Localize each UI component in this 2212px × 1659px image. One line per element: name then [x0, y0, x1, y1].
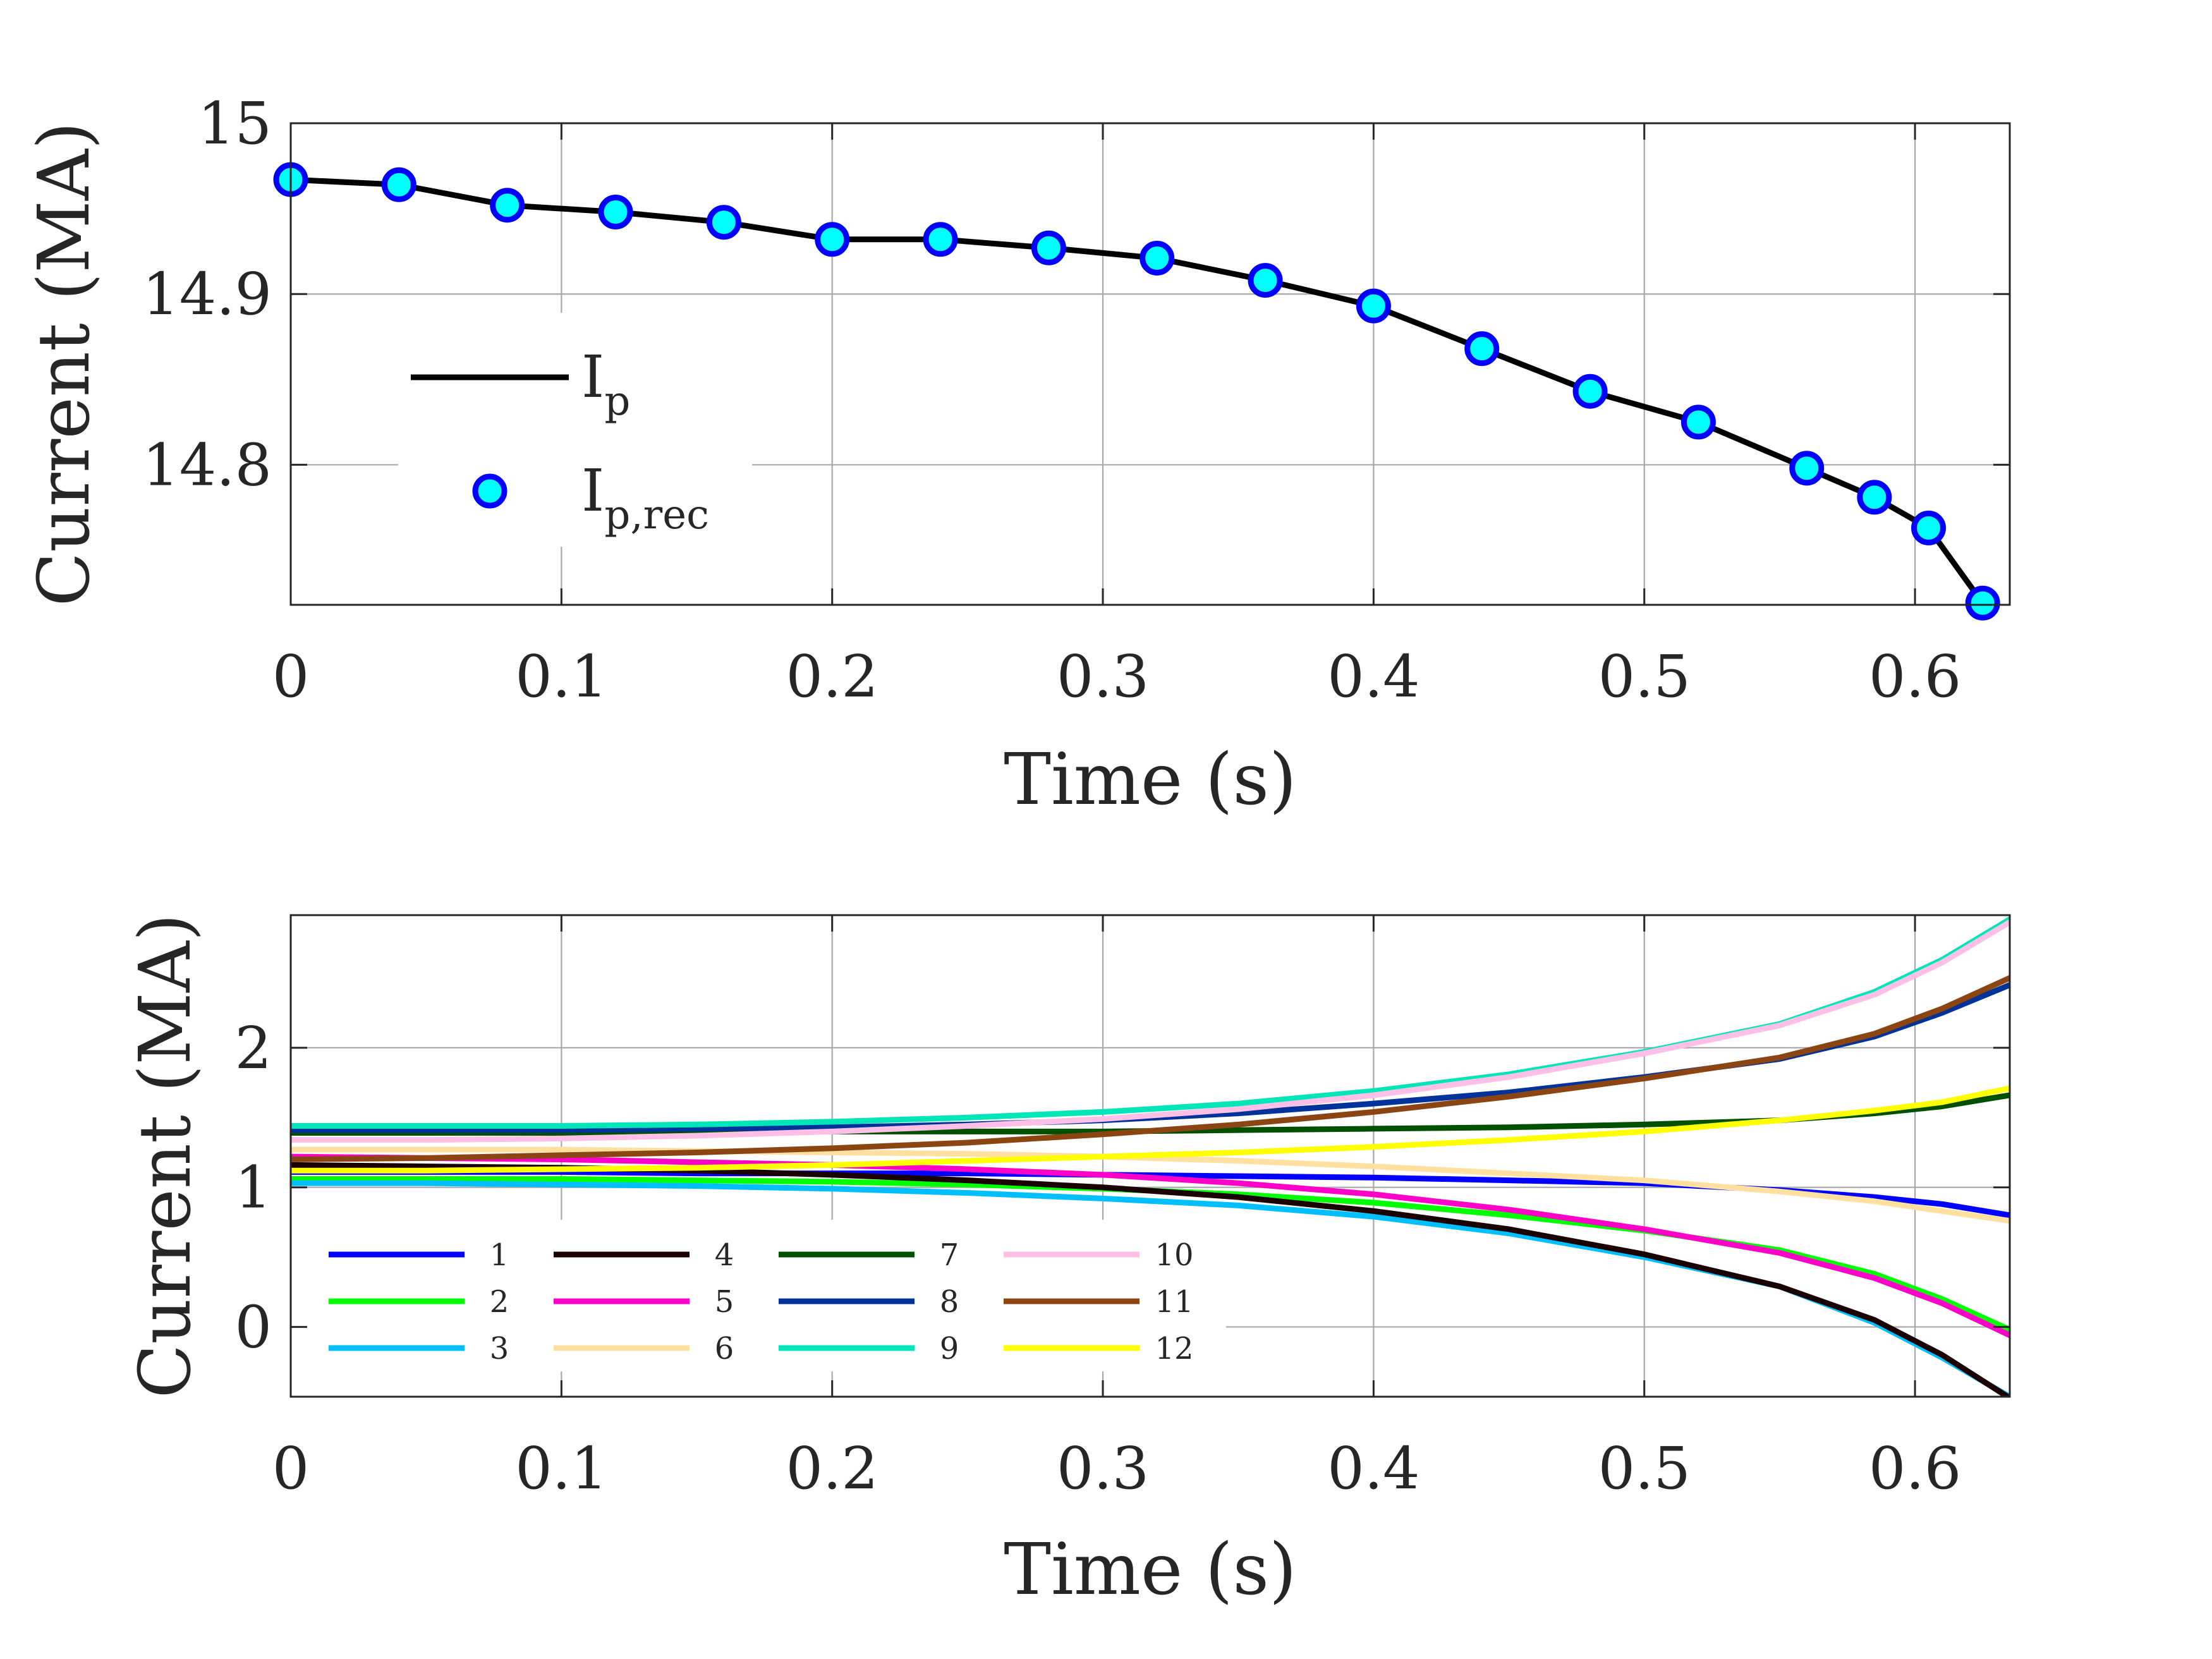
x-tick-label: 0.6 — [1869, 643, 1961, 710]
y-tick-label: 14.8 — [142, 431, 272, 499]
legend-label-6: 6 — [715, 1331, 734, 1366]
x-tick-label: 0.5 — [1598, 643, 1691, 710]
top-axes-frame — [289, 122, 2011, 606]
series-ip-rec-point — [1248, 263, 1283, 298]
series-ip-rec-point — [1680, 404, 1716, 440]
legend-label-7: 7 — [940, 1237, 959, 1273]
top-ticks: 0 0.1 0.2 0.3 0.4 0.5 0.6 14.8 14.9 15 — [142, 90, 2010, 710]
legend-label-11: 11 — [1155, 1284, 1193, 1320]
bottom-axes-frame — [289, 914, 2011, 1398]
y-tick-label: 15 — [198, 90, 272, 157]
x-tick-label: 0.2 — [786, 1435, 878, 1502]
series-ip-rec-point — [1464, 331, 1500, 367]
series-ip-rec-point — [1356, 288, 1391, 324]
bottom-y-axis-label: Current (MA) — [125, 914, 207, 1399]
top-legend-box — [398, 313, 752, 547]
legend-label-8: 8 — [940, 1284, 959, 1320]
y-tick-label: 14.9 — [142, 260, 272, 328]
top-x-axis-label: Time (s) — [1004, 739, 1296, 821]
legend-label-12: 12 — [1155, 1331, 1193, 1366]
series-ip-rec-point — [1789, 451, 1825, 486]
series-line-10 — [291, 919, 2010, 1143]
x-tick-label: 0.5 — [1598, 1435, 1691, 1502]
x-tick-label: 0.4 — [1327, 1435, 1419, 1502]
x-tick-label: 0.1 — [515, 1435, 607, 1502]
series-line-5 — [291, 1153, 2010, 1339]
series-ip-rec-point — [1857, 480, 1892, 515]
legend-marker-ip-rec — [472, 473, 507, 509]
bottom-series — [291, 916, 2010, 1397]
legend-label-ip-rec: Ip,rec — [581, 457, 709, 538]
x-tick-label: 0.3 — [1057, 643, 1149, 710]
x-tick-label: 0 — [272, 643, 310, 710]
legend-label-9: 9 — [940, 1331, 959, 1366]
bottom-x-axis-label: Time (s) — [1004, 1529, 1296, 1611]
y-tick-label: 2 — [234, 1014, 272, 1082]
top-legend: Ip Ip,rec — [398, 313, 752, 547]
legend-label-2: 2 — [490, 1284, 509, 1320]
series-ip-rec-point — [815, 222, 850, 257]
top-series — [273, 162, 2000, 621]
series-ip-rec-point — [1031, 230, 1066, 265]
legend-label-4: 4 — [715, 1237, 734, 1273]
series-line-1 — [291, 1169, 2010, 1218]
series-line-12 — [291, 1085, 2010, 1174]
x-tick-label: 0 — [272, 1435, 310, 1502]
series-ip-rec-point — [706, 205, 741, 240]
series-ip-rec-point — [1572, 374, 1608, 409]
series-ip-rec-point — [598, 195, 633, 230]
x-tick-label: 0.6 — [1869, 1435, 1961, 1502]
series-ip-rec-point — [381, 167, 416, 202]
series-ip-rec-point — [490, 188, 525, 223]
legend-label-5: 5 — [715, 1284, 734, 1320]
legend-label-ip: Ip — [581, 343, 630, 425]
legend-label-3: 3 — [490, 1331, 509, 1366]
x-tick-label: 0.2 — [786, 643, 878, 710]
series-ip-rec-point — [1911, 510, 1946, 545]
y-tick-label: 0 — [234, 1294, 272, 1361]
top-y-axis-label: Current (MA) — [23, 122, 106, 607]
series-ip-rec-point — [1965, 585, 2000, 621]
series-ip-rec-point — [1139, 240, 1175, 276]
x-tick-label: 0.1 — [515, 643, 607, 710]
y-tick-label: 1 — [234, 1154, 272, 1222]
series-ip-rec-point — [923, 222, 958, 257]
x-tick-label: 0.4 — [1327, 643, 1419, 710]
legend-label-1: 1 — [490, 1237, 509, 1273]
series-line-6 — [291, 1146, 2010, 1224]
legend-label-10: 10 — [1155, 1237, 1193, 1273]
top-plot: Time (s) Current (MA) Ip Ip,rec 0 0.1 0.2 0… — [23, 90, 2011, 821]
series-line-11 — [291, 975, 2010, 1163]
x-tick-label: 0.3 — [1057, 1435, 1149, 1502]
